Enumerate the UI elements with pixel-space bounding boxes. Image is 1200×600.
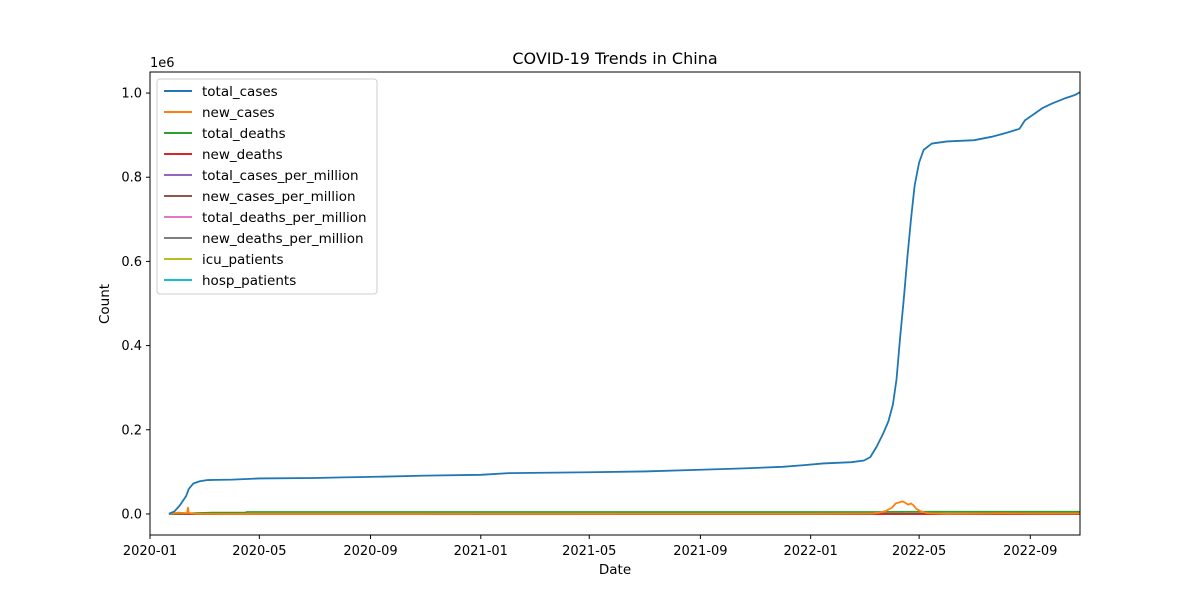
series-line-new-cases [168, 500, 1080, 515]
legend-label: new_deaths [202, 147, 283, 163]
legend-label: hosp_patients [202, 273, 296, 289]
y-tick-label: 0.6 [121, 255, 142, 270]
plot-area [149, 71, 1081, 536]
y-tick-label: 0.0 [121, 507, 142, 522]
legend-label: icu_patients [202, 252, 284, 268]
y-tick-label: 0.8 [121, 171, 142, 186]
legend-label: total_deaths [202, 126, 286, 142]
chart-title: COVID-19 Trends in China [512, 49, 717, 68]
y-offset-label: 1e6 [150, 56, 175, 71]
x-tick-label: 2020-05 [232, 544, 286, 559]
x-tick-label: 2022-05 [892, 544, 946, 559]
x-tick-label: 2022-09 [1003, 544, 1057, 559]
x-tick-label: 2021-05 [562, 544, 616, 559]
x-tick-label: 2022-01 [784, 544, 838, 559]
legend-label: total_cases [202, 84, 278, 100]
x-tick-label: 2020-09 [343, 544, 397, 559]
y-tick-label: 0.4 [121, 339, 142, 354]
series-layer [168, 91, 1080, 515]
legend-label: new_cases_per_million [202, 189, 356, 205]
axes-frame [149, 71, 1081, 536]
series-line-total-cases [168, 91, 1080, 515]
x-tick-label: 2021-09 [673, 544, 727, 559]
y-axis: 0.0 0.2 0.4 0.6 0.8 1.0 [121, 87, 150, 522]
legend-label: new_cases [202, 105, 275, 121]
y-tick-label: 0.2 [121, 423, 142, 438]
legend-label: new_deaths_per_million [202, 231, 364, 247]
legend-label: total_cases_per_million [202, 168, 359, 184]
legend-box [156, 78, 378, 295]
legend-label: total_deaths_per_million [202, 210, 367, 226]
x-tick-label: 2021-01 [454, 544, 508, 559]
x-axis-label: Date [599, 562, 631, 578]
x-tick-label: 2020-01 [123, 544, 177, 559]
x-axis: 2020-01 2020-05 2020-09 2021-01 2021-05 2021-… [123, 535, 1057, 559]
y-tick-label: 1.0 [121, 87, 142, 102]
legend: total_cases new_cases total_deaths new_deat… [156, 78, 378, 295]
y-axis-label: Count [97, 284, 113, 324]
